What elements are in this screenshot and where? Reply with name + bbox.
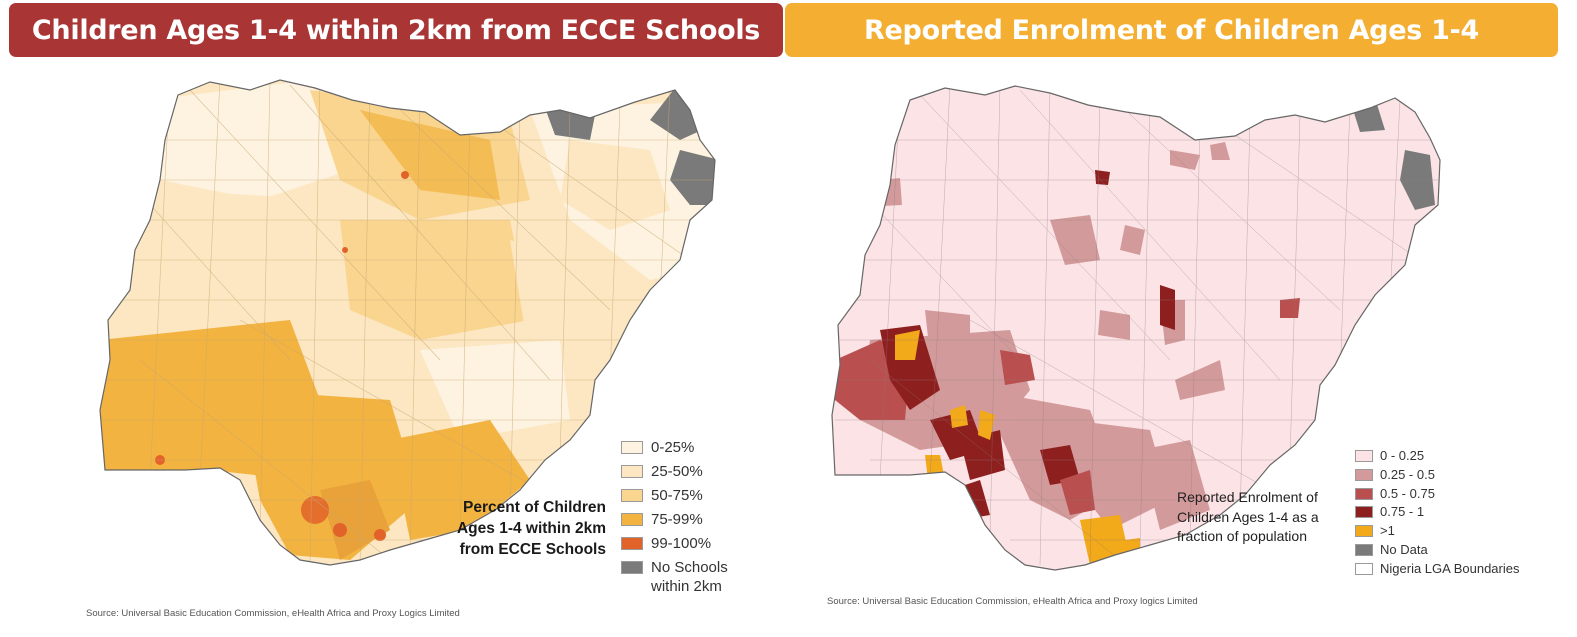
legend-label: No Data bbox=[1380, 541, 1428, 557]
legend-label: >1 bbox=[1380, 523, 1395, 539]
legend-item-25-50: 25-50% bbox=[621, 462, 728, 486]
legend-item-075-1: 0.75 - 1 bbox=[1355, 504, 1519, 523]
legend-label: 0-25% bbox=[651, 439, 695, 456]
legend-label: 25-50% bbox=[651, 463, 703, 480]
nigeria-enrolment-map bbox=[831, 85, 1441, 571]
legend-item-99-100: 99-100% bbox=[621, 534, 728, 558]
legend-label: No Schools within 2km bbox=[651, 559, 728, 595]
right-map-title: Reported Enrolment of Children Ages 1-4 bbox=[785, 3, 1558, 57]
legend-item-0-25: 0-25% bbox=[621, 438, 728, 462]
legend-swatch bbox=[1355, 562, 1373, 575]
left-map-title: Children Ages 1-4 within 2km from ECCE S… bbox=[9, 3, 783, 57]
legend-swatch bbox=[1355, 543, 1373, 556]
right-map-legend: 0 - 0.25 0.25 - 0.5 0.5 - 0.75 0.75 - 1 … bbox=[1355, 448, 1519, 580]
left-map-legend: 0-25% 25-50% 50-75% 75-99% 99-100% No Sc… bbox=[621, 438, 728, 602]
legend-item-50-75: 50-75% bbox=[621, 486, 728, 510]
legend-item-75-99: 75-99% bbox=[621, 510, 728, 534]
left-legend-title: Percent of Children Ages 1-4 within 2km … bbox=[456, 499, 606, 558]
legend-label: Nigeria LGA Boundaries bbox=[1380, 560, 1520, 576]
legend-label: 99-100% bbox=[651, 535, 712, 552]
legend-swatch bbox=[621, 489, 643, 502]
legend-item-lga-boundaries: Nigeria LGA Boundaries bbox=[1355, 561, 1519, 580]
legend-swatch bbox=[1355, 450, 1373, 462]
legend-label: 0 - 0.25 bbox=[1380, 448, 1425, 463]
legend-swatch bbox=[1355, 487, 1373, 500]
legend-swatch bbox=[1355, 525, 1373, 538]
nigeria-ecce-proximity-map bbox=[99, 79, 716, 566]
legend-swatch bbox=[621, 537, 643, 550]
legend-swatch bbox=[1355, 506, 1373, 519]
legend-item-025-05: 0.25 - 0.5 bbox=[1355, 467, 1519, 486]
legend-item-no-data: No Data bbox=[1355, 542, 1519, 561]
legend-label: 0.5 - 0.75 bbox=[1380, 485, 1435, 501]
legend-label: 0.25 - 0.5 bbox=[1380, 466, 1435, 482]
legend-swatch bbox=[621, 561, 643, 574]
legend-label: 0.75 - 1 bbox=[1380, 504, 1425, 520]
legend-swatch bbox=[1355, 468, 1373, 481]
legend-swatch bbox=[621, 513, 643, 526]
right-legend-title: Reported Enrolment of Children Ages 1-4 … bbox=[1177, 489, 1319, 544]
right-source-note: Source: Universal Basic Education Commis… bbox=[827, 596, 1198, 607]
legend-item-no-schools: No Schools within 2km bbox=[621, 558, 728, 602]
legend-label: 50-75% bbox=[651, 487, 703, 504]
legend-label: 75-99% bbox=[651, 511, 703, 528]
legend-swatch bbox=[621, 465, 643, 478]
legend-item-0-025: 0 - 0.25 bbox=[1355, 448, 1519, 467]
legend-item-05-075: 0.5 - 0.75 bbox=[1355, 486, 1519, 505]
left-source-note: Source: Universal Basic Education Commis… bbox=[86, 608, 460, 619]
legend-swatch bbox=[621, 441, 643, 454]
legend-item-over-1: >1 bbox=[1355, 523, 1519, 542]
